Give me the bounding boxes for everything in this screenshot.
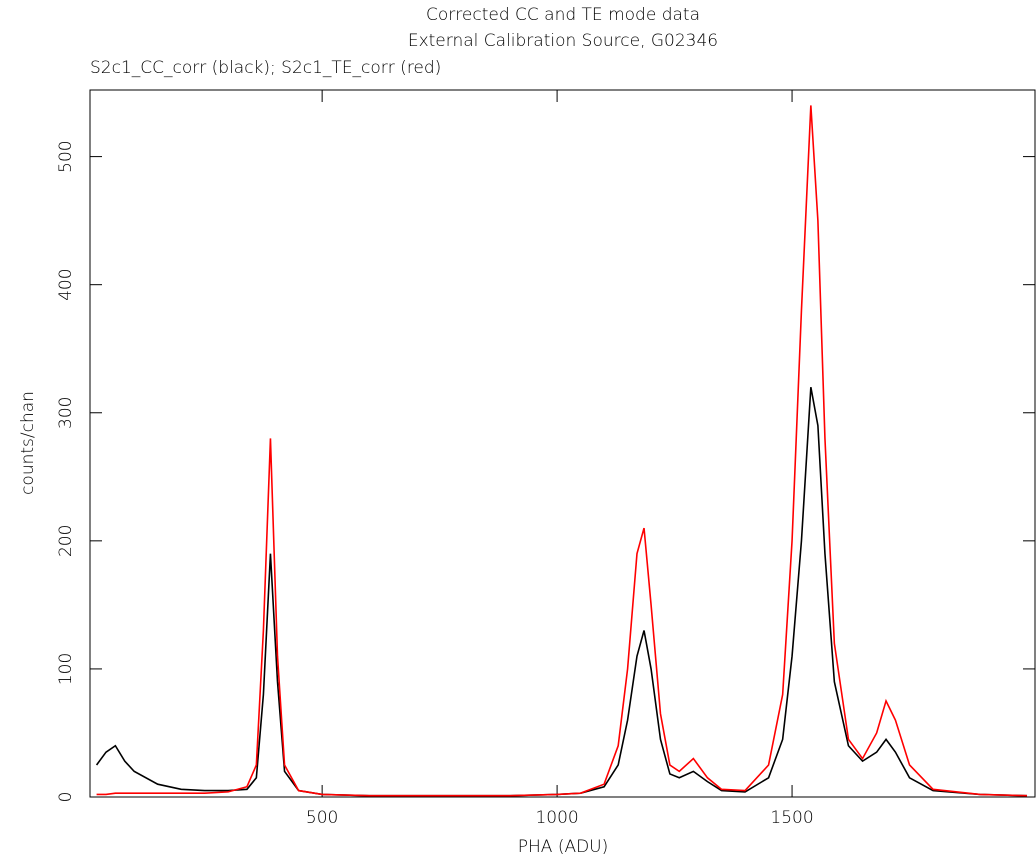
x-tick-label: 500 bbox=[306, 808, 338, 828]
annotation: S2c1_CC_corr (black); S2c1_TE_corr (red) bbox=[90, 58, 441, 78]
x-axis-label: PHA (ADU) bbox=[518, 837, 609, 857]
y-tick-label: 500 bbox=[56, 140, 76, 172]
x-tick-label: 1000 bbox=[535, 808, 578, 828]
y-tick-label: 300 bbox=[56, 397, 76, 429]
data-line bbox=[96, 105, 1028, 797]
chart-subtitle: External Calibration Source, G02346 bbox=[408, 31, 718, 51]
data-line bbox=[95, 387, 1028, 797]
x-tick-label: 1500 bbox=[770, 808, 813, 828]
plot-frame bbox=[89, 89, 1036, 798]
y-tick-label: 100 bbox=[56, 653, 76, 685]
y-tick-label: 200 bbox=[56, 525, 76, 557]
y-axis-label: counts/chan bbox=[18, 391, 38, 495]
y-tick-label: 0 bbox=[56, 792, 76, 803]
chart-title: Corrected CC and TE mode data bbox=[426, 5, 700, 25]
y-tick-label: 400 bbox=[56, 268, 76, 300]
